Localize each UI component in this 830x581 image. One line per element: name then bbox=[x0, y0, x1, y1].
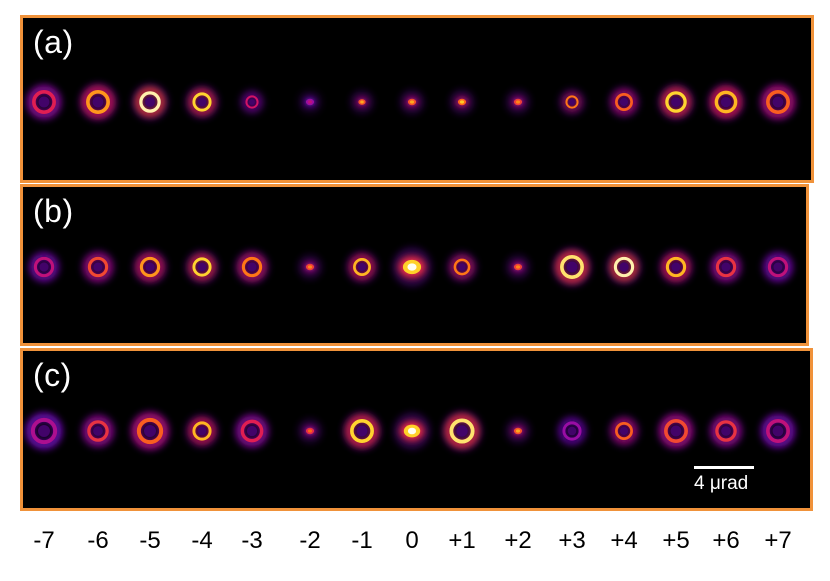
beam-spot--6 bbox=[79, 412, 117, 450]
order-label: -6 bbox=[87, 527, 109, 554]
beam-spot--1 bbox=[349, 89, 375, 115]
beam-spot-+7 bbox=[758, 411, 798, 451]
panel-label: (b) bbox=[33, 193, 74, 229]
order-label: +4 bbox=[610, 527, 638, 554]
beam-spot--3 bbox=[233, 248, 271, 286]
beam-spot--5 bbox=[131, 83, 169, 121]
panel-label: (a) bbox=[33, 24, 74, 60]
beam-spot--2 bbox=[297, 418, 323, 444]
beam-profile-row-b bbox=[25, 247, 797, 287]
beam-spot-+7 bbox=[759, 248, 797, 286]
order-label: +5 bbox=[662, 527, 690, 554]
beam-spot-+4 bbox=[607, 85, 641, 119]
beam-spot-+1 bbox=[445, 250, 479, 284]
beam-spot--5 bbox=[128, 409, 172, 453]
order-label: +2 bbox=[504, 527, 532, 554]
beam-spot-+5 bbox=[656, 411, 696, 451]
beam-spot-+1 bbox=[449, 89, 475, 115]
order-label: -7 bbox=[33, 527, 55, 554]
beam-spot--4 bbox=[184, 413, 220, 449]
beam-spot-+2 bbox=[505, 418, 531, 444]
beam-spot-+6 bbox=[706, 82, 746, 122]
beam-spot--4 bbox=[184, 249, 220, 285]
order-label: +6 bbox=[712, 527, 740, 554]
beam-spot--3 bbox=[237, 87, 267, 117]
beam-spot-0 bbox=[392, 247, 432, 287]
beam-spot--4 bbox=[184, 84, 220, 120]
beam-profile-row-c bbox=[23, 409, 798, 453]
order-label: +7 bbox=[764, 527, 792, 554]
beam-spot-+3 bbox=[557, 87, 587, 117]
beam-spot--1 bbox=[345, 250, 379, 284]
beam-spot--3 bbox=[232, 411, 272, 451]
order-label: +3 bbox=[558, 527, 586, 554]
beam-spot-0 bbox=[393, 412, 431, 450]
panel-c: (c) bbox=[20, 348, 813, 511]
beam-spot-+2 bbox=[505, 254, 531, 280]
beam-spot--5 bbox=[131, 248, 169, 286]
beam-spot--7 bbox=[24, 82, 64, 122]
beam-spot--2 bbox=[297, 254, 323, 280]
beam-spot-+5 bbox=[657, 248, 695, 286]
beam-spot-+1 bbox=[441, 410, 483, 452]
order-label: -5 bbox=[139, 527, 161, 554]
beam-spot--1 bbox=[342, 411, 382, 451]
beam-spot-+3 bbox=[554, 413, 590, 449]
beam-spot--7 bbox=[25, 248, 63, 286]
scale-bar-label: 4 μrad bbox=[694, 473, 749, 494]
order-label: 0 bbox=[405, 527, 419, 554]
beam-spot-+4 bbox=[605, 248, 643, 286]
beam-spot-+5 bbox=[657, 83, 695, 121]
panel-a: (a) bbox=[20, 15, 814, 183]
panel-label: (c) bbox=[33, 357, 72, 393]
beam-spot--2 bbox=[297, 89, 323, 115]
beam-spot-+3 bbox=[552, 247, 592, 287]
order-label: -2 bbox=[299, 527, 321, 554]
beam-spot--6 bbox=[79, 248, 117, 286]
beam-spot-+4 bbox=[607, 414, 641, 448]
beam-profile-row-a bbox=[24, 82, 798, 122]
beam-spot-+2 bbox=[505, 89, 531, 115]
beam-spot-0 bbox=[399, 89, 425, 115]
order-label: -4 bbox=[191, 527, 213, 554]
beam-spot-+7 bbox=[758, 82, 798, 122]
beam-spot-+6 bbox=[707, 248, 745, 286]
order-label: -1 bbox=[351, 527, 373, 554]
order-label: +1 bbox=[448, 527, 476, 554]
panel-b: (b) bbox=[20, 184, 809, 346]
beam-spot--6 bbox=[78, 82, 118, 122]
scale-bar bbox=[694, 466, 754, 469]
beam-spot-+6 bbox=[707, 412, 745, 450]
beam-spot--7 bbox=[23, 409, 66, 453]
order-label: -3 bbox=[241, 527, 263, 554]
